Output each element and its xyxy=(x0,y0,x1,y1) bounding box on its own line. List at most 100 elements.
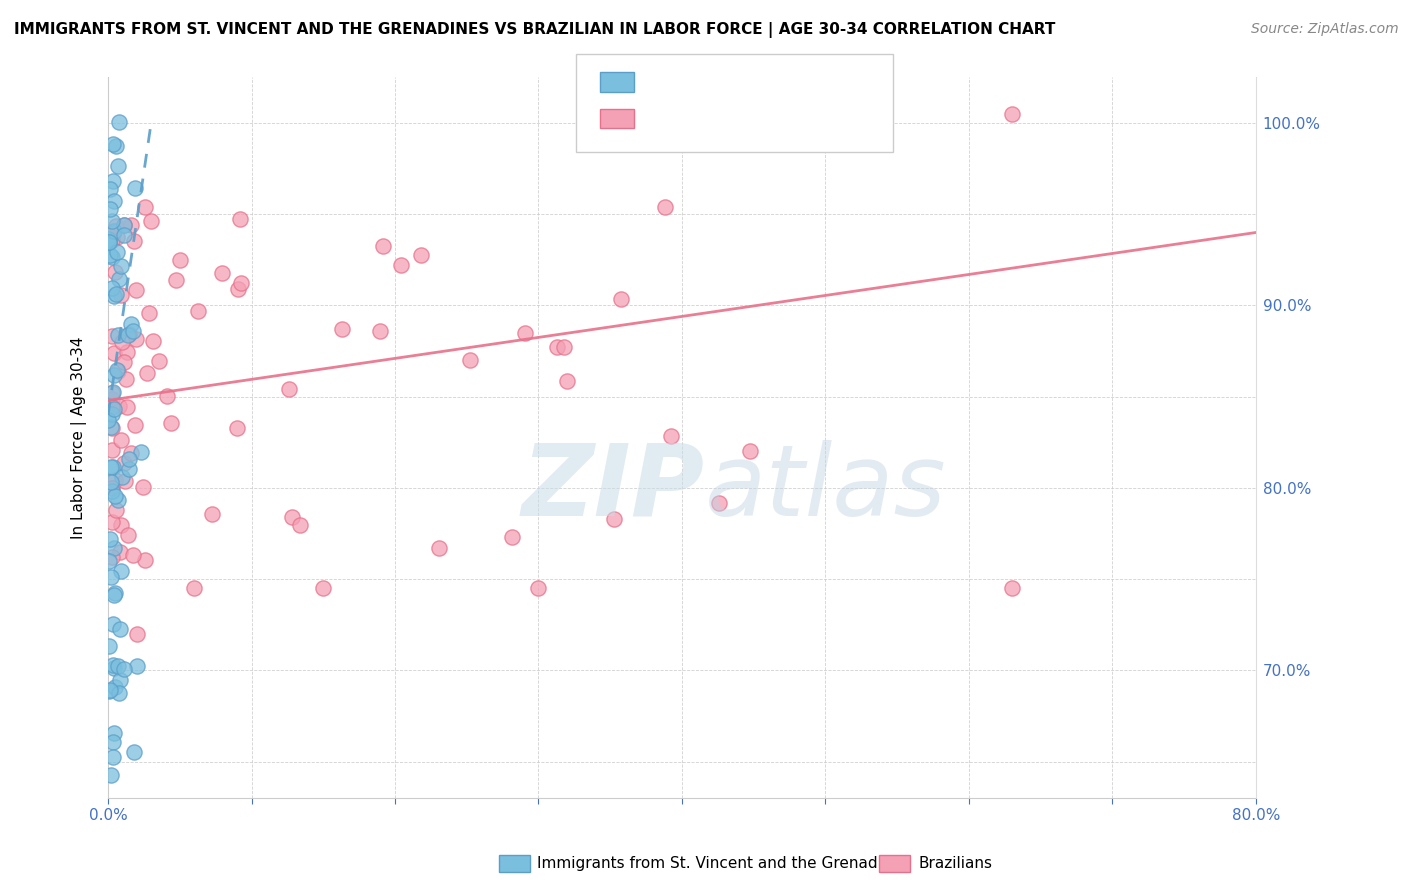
Point xyxy=(104,489,127,503)
Point xyxy=(107,159,129,173)
Point xyxy=(104,681,127,695)
Point xyxy=(101,421,124,435)
Point xyxy=(187,304,209,318)
Point xyxy=(100,475,122,489)
Point xyxy=(104,586,127,600)
Point xyxy=(104,503,127,517)
Point xyxy=(108,673,131,688)
Point xyxy=(107,658,129,673)
Point xyxy=(165,272,187,286)
Point xyxy=(138,306,160,320)
Point xyxy=(183,581,205,595)
Point xyxy=(458,352,481,367)
Point xyxy=(112,219,135,233)
Point xyxy=(110,260,132,274)
Point xyxy=(1001,581,1024,595)
Point xyxy=(278,382,301,396)
Text: R = 0.216  N = 71: R = 0.216 N = 71 xyxy=(644,73,808,91)
Point xyxy=(111,470,134,484)
Point xyxy=(122,324,145,338)
Point xyxy=(97,235,120,250)
Point xyxy=(112,354,135,368)
Point xyxy=(312,581,335,595)
Point xyxy=(101,384,124,399)
Point xyxy=(1001,107,1024,121)
Point xyxy=(104,265,127,279)
Point xyxy=(654,200,676,214)
Text: atlas: atlas xyxy=(704,440,946,537)
Point xyxy=(101,401,124,415)
Point xyxy=(112,219,135,233)
Point xyxy=(112,456,135,470)
Point xyxy=(139,213,162,227)
Point xyxy=(142,334,165,348)
Point xyxy=(125,283,148,297)
Point xyxy=(659,429,682,443)
Point xyxy=(100,570,122,584)
Point xyxy=(125,332,148,346)
Point xyxy=(111,335,134,350)
Point xyxy=(124,181,146,195)
Point xyxy=(610,293,633,307)
Point xyxy=(229,212,252,227)
Point xyxy=(107,364,129,378)
Point xyxy=(103,346,125,360)
Point xyxy=(122,549,145,563)
Point xyxy=(101,460,124,475)
Point xyxy=(555,374,578,388)
Point xyxy=(101,329,124,343)
Point xyxy=(231,276,253,290)
Point xyxy=(101,658,124,673)
Point xyxy=(502,530,524,544)
Point xyxy=(136,366,159,380)
Point xyxy=(391,258,413,272)
Point xyxy=(98,247,121,261)
Point xyxy=(101,233,124,247)
Point xyxy=(110,434,132,448)
Point xyxy=(134,553,156,567)
Point xyxy=(120,317,142,331)
Point xyxy=(201,508,224,522)
Point xyxy=(117,327,139,342)
Point xyxy=(101,750,124,764)
Point xyxy=(101,226,124,240)
Point xyxy=(101,481,124,495)
Point xyxy=(527,581,550,595)
Point xyxy=(132,480,155,494)
Point xyxy=(101,549,124,564)
Y-axis label: In Labor Force | Age 30-34: In Labor Force | Age 30-34 xyxy=(72,336,87,539)
Point xyxy=(288,517,311,532)
Text: Brazilians: Brazilians xyxy=(918,856,993,871)
Point xyxy=(134,200,156,214)
Point xyxy=(129,445,152,459)
Point xyxy=(707,496,730,510)
Point xyxy=(112,227,135,242)
Point xyxy=(107,492,129,507)
Point xyxy=(125,659,148,673)
Text: Immigrants from St. Vincent and the Grenadines: Immigrants from St. Vincent and the Gren… xyxy=(537,856,910,871)
Point xyxy=(429,541,451,555)
Point xyxy=(97,232,120,246)
Point xyxy=(603,512,626,526)
Point xyxy=(110,518,132,533)
Point xyxy=(98,235,121,249)
Point xyxy=(103,224,125,238)
Point xyxy=(156,389,179,403)
Point xyxy=(118,462,141,476)
Text: R = 0.144  N = 91: R = 0.144 N = 91 xyxy=(644,110,808,128)
Text: Source: ZipAtlas.com: Source: ZipAtlas.com xyxy=(1251,22,1399,37)
Point xyxy=(101,408,124,422)
Point xyxy=(330,321,353,335)
Point xyxy=(169,253,191,268)
Point xyxy=(98,182,121,196)
Point xyxy=(103,726,125,740)
Point xyxy=(104,287,127,301)
Point xyxy=(546,340,568,354)
Point xyxy=(118,451,141,466)
Point xyxy=(98,683,121,698)
Point xyxy=(125,627,148,641)
Point xyxy=(105,230,128,244)
Point xyxy=(104,474,127,488)
Point xyxy=(124,418,146,433)
Point xyxy=(115,401,138,415)
